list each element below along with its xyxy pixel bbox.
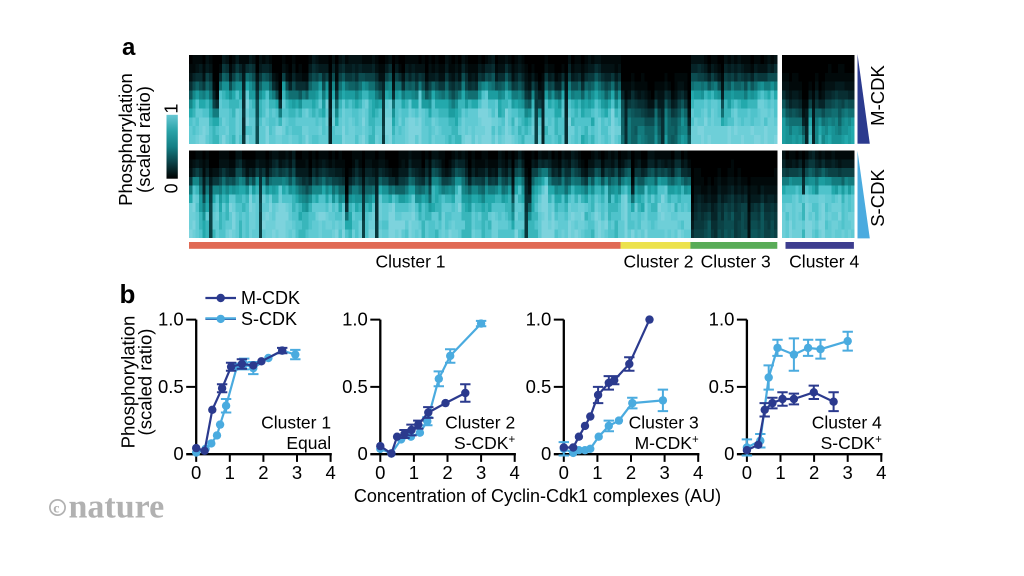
svg-text:4: 4 [325, 462, 335, 483]
svg-text:3: 3 [659, 462, 669, 483]
svg-text:S-CDK: S-CDK [241, 309, 297, 329]
svg-text:Equal: Equal [286, 433, 331, 453]
svg-text:0: 0 [191, 462, 201, 483]
svg-text:0: 0 [724, 443, 734, 464]
svg-text:0: 0 [559, 462, 569, 483]
svg-text:S-CDK+: S-CDK+ [454, 433, 515, 453]
svg-text:Cluster 2: Cluster 2 [623, 252, 693, 272]
svg-text:M-CDK: M-CDK [867, 65, 888, 126]
svg-text:M-CDK+: M-CDK+ [635, 433, 699, 453]
svg-text:4: 4 [693, 462, 703, 483]
svg-text:S-CDK: S-CDK [867, 169, 888, 227]
svg-text:1.0: 1.0 [158, 309, 184, 330]
svg-text:a: a [122, 34, 136, 61]
svg-text:1: 1 [225, 462, 235, 483]
svg-text:Cluster 3: Cluster 3 [629, 412, 699, 432]
svg-text:b: b [120, 279, 136, 309]
svg-text:0.5: 0.5 [158, 376, 184, 397]
svg-text:Cluster 4: Cluster 4 [812, 412, 882, 432]
svg-text:1: 1 [161, 104, 181, 114]
svg-text:3: 3 [292, 462, 302, 483]
svg-text:0: 0 [173, 443, 183, 464]
svg-text:2: 2 [442, 462, 452, 483]
svg-text:S-CDK+: S-CDK+ [821, 433, 882, 453]
svg-text:0: 0 [358, 443, 368, 464]
svg-text:Cluster 2: Cluster 2 [445, 412, 515, 432]
svg-text:0: 0 [375, 462, 385, 483]
svg-text:1.0: 1.0 [526, 309, 552, 330]
svg-text:3: 3 [476, 462, 486, 483]
svg-text:2: 2 [626, 462, 636, 483]
svg-text:Phosphorylation: Phosphorylation [115, 73, 136, 206]
svg-text:1.0: 1.0 [709, 309, 735, 330]
svg-text:2: 2 [258, 462, 268, 483]
svg-text:c: c [53, 502, 59, 517]
svg-text:0: 0 [541, 443, 551, 464]
svg-text:Cluster 3: Cluster 3 [701, 252, 771, 272]
svg-text:(scaled ratio): (scaled ratio) [135, 329, 156, 436]
svg-text:1.0: 1.0 [342, 309, 368, 330]
svg-text:nature: nature [69, 489, 165, 526]
svg-text:2: 2 [809, 462, 819, 483]
svg-text:1: 1 [592, 462, 602, 483]
svg-text:1: 1 [409, 462, 419, 483]
svg-text:0.5: 0.5 [709, 376, 735, 397]
svg-text:Phosphorylation: Phosphorylation [118, 316, 139, 449]
svg-text:0: 0 [742, 462, 752, 483]
svg-text:Cluster 1: Cluster 1 [261, 412, 331, 432]
svg-text:Concentration of Cyclin-Cdk1 c: Concentration of Cyclin-Cdk1 complexes (… [354, 486, 721, 506]
svg-text:4: 4 [510, 462, 520, 483]
svg-text:(scaled ratio): (scaled ratio) [133, 86, 154, 193]
svg-text:0.5: 0.5 [526, 376, 552, 397]
svg-text:Cluster 4: Cluster 4 [789, 252, 859, 272]
svg-text:4: 4 [876, 462, 886, 483]
svg-text:0.5: 0.5 [342, 376, 368, 397]
svg-text:1: 1 [775, 462, 785, 483]
svg-text:M-CDK: M-CDK [241, 288, 300, 308]
svg-text:0: 0 [161, 183, 181, 193]
svg-text:Cluster 1: Cluster 1 [375, 252, 445, 272]
svg-text:3: 3 [843, 462, 853, 483]
